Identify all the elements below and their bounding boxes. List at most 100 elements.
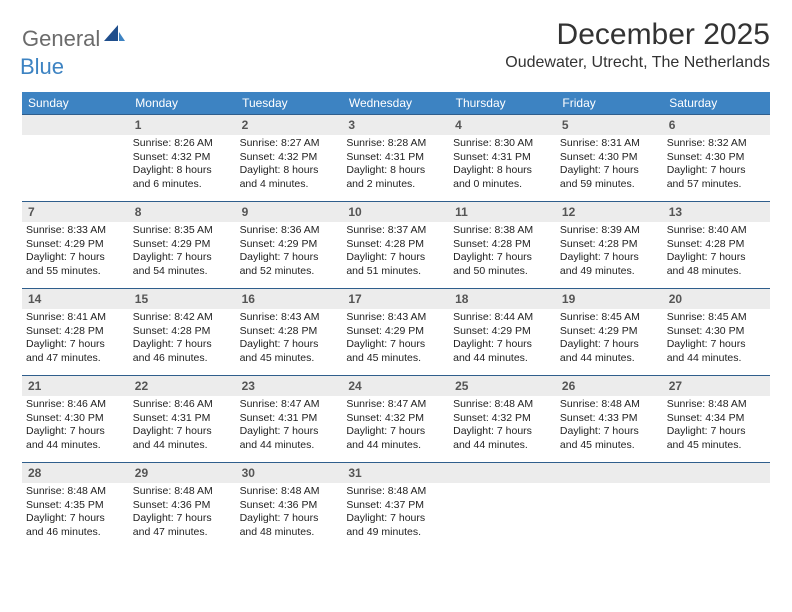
day-details: Sunrise: 8:35 AMSunset: 4:29 PMDaylight:… — [129, 222, 236, 285]
sunrise-text: Sunrise: 8:26 AM — [133, 137, 232, 151]
daylight-text: Daylight: 7 hours — [560, 164, 659, 178]
sunset-text: Sunset: 4:37 PM — [346, 499, 445, 513]
day-number-cell: 25 — [449, 375, 556, 396]
day-number: 29 — [129, 462, 236, 483]
sunset-text: Sunset: 4:32 PM — [133, 151, 232, 165]
day-cell: Sunrise: 8:40 AMSunset: 4:28 PMDaylight:… — [663, 222, 770, 288]
weekday-header: Friday — [556, 92, 663, 114]
sunrise-text: Sunrise: 8:38 AM — [453, 224, 552, 238]
day-number: 13 — [663, 201, 770, 222]
weekday-header: Monday — [129, 92, 236, 114]
day-number: 14 — [22, 288, 129, 309]
day-number-cell: 8 — [129, 201, 236, 222]
daylight-text: and 44 minutes. — [560, 352, 659, 366]
daylight-text: and 6 minutes. — [133, 178, 232, 192]
sunrise-text: Sunrise: 8:35 AM — [133, 224, 232, 238]
day-number: 31 — [342, 462, 449, 483]
sunrise-text: Sunrise: 8:48 AM — [667, 398, 766, 412]
day-cell: Sunrise: 8:47 AMSunset: 4:31 PMDaylight:… — [236, 396, 343, 462]
daylight-text: Daylight: 7 hours — [240, 512, 339, 526]
day-cell: Sunrise: 8:48 AMSunset: 4:36 PMDaylight:… — [129, 483, 236, 549]
sunrise-text: Sunrise: 8:45 AM — [667, 311, 766, 325]
day-number-cell: 4 — [449, 114, 556, 135]
sunset-text: Sunset: 4:29 PM — [26, 238, 125, 252]
sunrise-text: Sunrise: 8:41 AM — [26, 311, 125, 325]
day-number: 26 — [556, 375, 663, 396]
day-cell: Sunrise: 8:44 AMSunset: 4:29 PMDaylight:… — [449, 309, 556, 375]
sunset-text: Sunset: 4:32 PM — [240, 151, 339, 165]
day-number-cell: 16 — [236, 288, 343, 309]
daylight-text: and 49 minutes. — [346, 526, 445, 540]
week-daynum-row: 14151617181920 — [22, 288, 770, 309]
day-number-cell: 14 — [22, 288, 129, 309]
daylight-text: and 52 minutes. — [240, 265, 339, 279]
sunset-text: Sunset: 4:31 PM — [240, 412, 339, 426]
sunrise-text: Sunrise: 8:47 AM — [346, 398, 445, 412]
day-details: Sunrise: 8:31 AMSunset: 4:30 PMDaylight:… — [556, 135, 663, 198]
brand-logo: General — [22, 18, 128, 52]
day-cell: Sunrise: 8:48 AMSunset: 4:35 PMDaylight:… — [22, 483, 129, 549]
day-details: Sunrise: 8:44 AMSunset: 4:29 PMDaylight:… — [449, 309, 556, 372]
daylight-text: Daylight: 7 hours — [133, 338, 232, 352]
daylight-text: Daylight: 7 hours — [26, 338, 125, 352]
sunset-text: Sunset: 4:29 PM — [133, 238, 232, 252]
day-cell — [449, 483, 556, 549]
day-number-cell — [556, 462, 663, 483]
day-number-cell: 27 — [663, 375, 770, 396]
day-number: 23 — [236, 375, 343, 396]
daylight-text: and 44 minutes. — [26, 439, 125, 453]
day-details: Sunrise: 8:45 AMSunset: 4:29 PMDaylight:… — [556, 309, 663, 372]
day-number: 3 — [342, 114, 449, 135]
sunset-text: Sunset: 4:30 PM — [667, 151, 766, 165]
daylight-text: and 44 minutes. — [240, 439, 339, 453]
sunrise-text: Sunrise: 8:33 AM — [26, 224, 125, 238]
sunrise-text: Sunrise: 8:36 AM — [240, 224, 339, 238]
sunrise-text: Sunrise: 8:45 AM — [560, 311, 659, 325]
day-cell: Sunrise: 8:35 AMSunset: 4:29 PMDaylight:… — [129, 222, 236, 288]
sunrise-text: Sunrise: 8:47 AM — [240, 398, 339, 412]
day-details: Sunrise: 8:36 AMSunset: 4:29 PMDaylight:… — [236, 222, 343, 285]
day-cell: Sunrise: 8:48 AMSunset: 4:33 PMDaylight:… — [556, 396, 663, 462]
day-cell: Sunrise: 8:43 AMSunset: 4:28 PMDaylight:… — [236, 309, 343, 375]
day-number-cell: 9 — [236, 201, 343, 222]
daylight-text: and 44 minutes. — [667, 352, 766, 366]
brand-word-general: General — [22, 26, 100, 52]
daylight-text: and 50 minutes. — [453, 265, 552, 279]
daylight-text: Daylight: 7 hours — [453, 425, 552, 439]
day-number: 27 — [663, 375, 770, 396]
sunset-text: Sunset: 4:29 PM — [560, 325, 659, 339]
daylight-text: Daylight: 7 hours — [133, 425, 232, 439]
day-number-cell: 13 — [663, 201, 770, 222]
day-number-cell: 24 — [342, 375, 449, 396]
daylight-text: Daylight: 7 hours — [560, 251, 659, 265]
sunset-text: Sunset: 4:35 PM — [26, 499, 125, 513]
weekday-header-row: Sunday Monday Tuesday Wednesday Thursday… — [22, 92, 770, 114]
sunset-text: Sunset: 4:30 PM — [26, 412, 125, 426]
daylight-text: and 0 minutes. — [453, 178, 552, 192]
day-details: Sunrise: 8:43 AMSunset: 4:29 PMDaylight:… — [342, 309, 449, 372]
day-number: 25 — [449, 375, 556, 396]
week-daynum-row: 28293031 — [22, 462, 770, 483]
day-details: Sunrise: 8:48 AMSunset: 4:32 PMDaylight:… — [449, 396, 556, 459]
daylight-text: Daylight: 7 hours — [667, 164, 766, 178]
sunset-text: Sunset: 4:31 PM — [346, 151, 445, 165]
sunrise-text: Sunrise: 8:48 AM — [240, 485, 339, 499]
day-cell: Sunrise: 8:41 AMSunset: 4:28 PMDaylight:… — [22, 309, 129, 375]
day-number-cell: 30 — [236, 462, 343, 483]
day-number-cell — [449, 462, 556, 483]
weekday-header: Sunday — [22, 92, 129, 114]
week-content-row: Sunrise: 8:48 AM Sunset: 4:35 PM Daylight:… — [22, 483, 770, 549]
day-details: Sunrise: 8:48 AMSunset: 4:37 PMDaylight:… — [342, 483, 449, 546]
day-number: 1 — [129, 114, 236, 135]
day-details: Sunrise: 8:45 AMSunset: 4:30 PMDaylight:… — [663, 309, 770, 372]
month-title: December 2025 — [505, 18, 770, 52]
brand-word-blue: Blue — [20, 54, 64, 79]
daylight-text: Daylight: 7 hours — [560, 338, 659, 352]
day-number-cell: 1 — [129, 114, 236, 135]
day-details: Sunrise: 8:40 AMSunset: 4:28 PMDaylight:… — [663, 222, 770, 285]
day-cell: Sunrise: 8:47 AMSunset: 4:32 PMDaylight:… — [342, 396, 449, 462]
sunrise-text: Sunrise: 8:31 AM — [560, 137, 659, 151]
sunrise-text: Sunrise: 8:44 AM — [453, 311, 552, 325]
day-number-cell: 26 — [556, 375, 663, 396]
daylight-text: and 45 minutes. — [560, 439, 659, 453]
